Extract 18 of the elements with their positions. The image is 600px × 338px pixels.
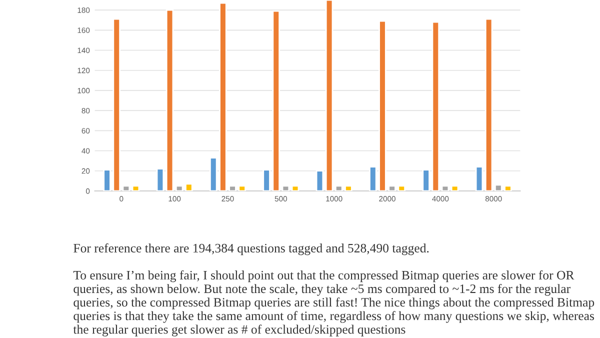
bar <box>185 183 193 191</box>
bar <box>441 185 450 191</box>
bar <box>325 0 334 191</box>
text: To ensure I’m being fair, I should point out that the compressed Bitmap queries are slower for OR queries, as shown below. But note the scale, they take ~5 ms compared to ~1-2 ms for the regular queries, so the compressed Bitmap queries are still fast! The nice things about the compressed Bitmap queries is that they take the same amount of time, regardless of how many questions we skip, whereas the regular queries get slower as # of excluded/skipped questions <box>73 270 594 336</box>
bar <box>156 168 164 191</box>
bar <box>316 170 324 191</box>
bar <box>475 166 484 191</box>
bar <box>432 21 440 191</box>
bar <box>291 185 300 191</box>
bar <box>450 185 459 191</box>
bar <box>122 185 130 191</box>
bar <box>132 185 140 191</box>
text: For reference there are 194,384 questions tagged and 528,490 tagged. <box>74 243 429 256</box>
bar <box>282 185 290 191</box>
bar <box>166 9 174 191</box>
bar <box>175 185 184 191</box>
bar <box>422 169 430 191</box>
bar <box>484 18 493 191</box>
